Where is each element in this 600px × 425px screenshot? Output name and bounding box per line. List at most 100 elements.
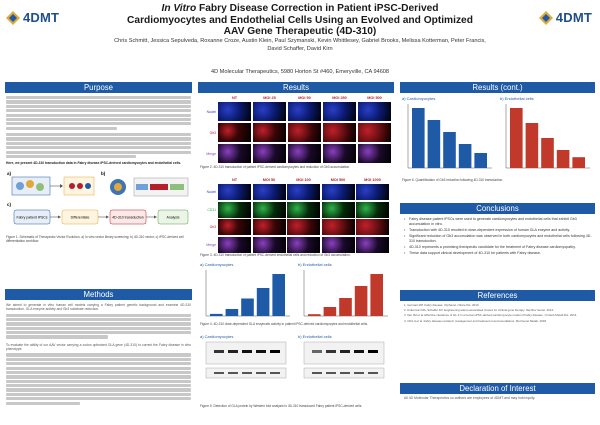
figure-2-caption: Figure 2. 4D-310 transduction of patient…	[200, 165, 351, 169]
methods-header: Methods	[5, 289, 192, 300]
bar	[412, 108, 425, 168]
title-line-2: Cardiomyocytes and Endothelial Cells Usi…	[127, 14, 473, 26]
authors-line-1: Chris Schmitt, Jessica Sepulveda, Roxann…	[114, 38, 486, 44]
figure-4-caption: Figure 4. 4D-310 dose-dependent GLA enzy…	[200, 322, 368, 326]
figure-1: a) b) c) Fabry patient iPSCs Differentia…	[6, 170, 192, 248]
figure-1-caption: Figure 1. Schematic of Therapeutic Vecto…	[6, 235, 184, 243]
conclusions-list: Fabry disease patient iPSCs were used to…	[404, 217, 592, 257]
logo-mark-icon	[538, 10, 553, 25]
conclusion-bullet: Transduction with 4D-310 resulted in dos…	[404, 228, 592, 233]
fig3-micrograph	[287, 201, 320, 218]
fig1-step-2: Differentiate	[71, 216, 90, 220]
references-list: 1. Germain DP. Fabry disease. Orphanet J…	[404, 303, 592, 325]
references-header: References	[400, 290, 595, 301]
fig2-micrograph	[253, 144, 286, 163]
fig2-column-label: NT	[231, 96, 238, 100]
poster-title: In Vitro Fabry Disease Correction in Pat…	[70, 3, 530, 38]
fig1-step-3: 4D-310 transduction	[112, 216, 144, 220]
results-header: Results	[198, 82, 394, 93]
bar	[225, 309, 239, 316]
bar	[339, 298, 352, 316]
fig2-micrograph	[358, 144, 391, 163]
figure-2: NT MOI 25 MOI 50 MOI 250 MOI 500 Nuclei Gb3 Mer…	[200, 96, 392, 176]
bar	[556, 150, 570, 168]
fig5-title-cm: a) Cardiomyocytes	[200, 334, 234, 339]
bar	[541, 138, 554, 168]
fig3-micrograph	[321, 219, 355, 235]
fig3-column-label: MOI 100	[296, 178, 311, 182]
authors-line-2: David Schaffer, David Kirn	[267, 45, 333, 52]
fig2-micrograph	[218, 144, 251, 163]
fig2-column-label: MOI 500	[367, 96, 382, 100]
fig2-micrograph	[288, 144, 321, 163]
fig2-column-label: MOI 50	[298, 96, 311, 100]
title-line-3: AAV Gene Therapeutic (4D-310)	[223, 26, 377, 38]
declaration-header: Declaration of Interest	[400, 383, 595, 394]
title-italic: In Vitro	[161, 3, 197, 14]
bar	[354, 286, 368, 316]
fig3-micrograph	[321, 201, 355, 218]
fig2-micrograph	[358, 102, 391, 121]
bar	[458, 144, 472, 168]
reference-item: 2. Kotterman MA, Schaffer DV. Engineerin…	[404, 308, 554, 313]
fig6-title-cm: a) Cardiomyocytes	[402, 96, 436, 101]
fig3-row-label: Gb3	[209, 225, 216, 229]
figure-6-caption: Figure 6. Quantification of Gb3 reductio…	[402, 178, 504, 182]
fig3-micrograph	[321, 184, 355, 200]
fig2-micrograph	[323, 144, 356, 163]
fig5-title-ec: b) Endothelial cells	[298, 334, 332, 339]
figure-6-chart	[407, 104, 590, 169]
fig2-row-label: Merge	[206, 151, 216, 156]
fig2-micrograph	[358, 123, 391, 142]
fig2-micrograph	[253, 123, 286, 142]
purpose-text: Here, we present 4D-310 transduction dat…	[6, 96, 191, 166]
conclusion-bullet: These data support clinical development …	[404, 251, 592, 256]
methods-paragraph-2: To evaluate the ability of our AAV vecto…	[6, 342, 191, 352]
bar	[241, 298, 254, 316]
fig3-column-label: MOI 50	[262, 178, 276, 182]
fig3-micrograph	[252, 184, 286, 200]
fig3-column-label: NT	[231, 178, 238, 182]
logo-mark-icon	[6, 10, 20, 25]
fig2-column-label: MOI 25	[263, 96, 276, 100]
figure-5: a) Cardiomyocytes b) Endothelial cells F…	[200, 334, 392, 422]
fig4-title-ec: b) Endothelial cells	[298, 262, 332, 267]
bar	[272, 274, 285, 316]
logo-left: 4DMT	[6, 10, 59, 25]
fig3-micrograph	[356, 219, 389, 235]
fig3-micrograph	[218, 236, 251, 253]
fig3-micrograph	[252, 219, 286, 235]
bar	[474, 153, 487, 168]
reference-item: 1. Germain DP. Fabry disease. Orphanet J…	[404, 303, 480, 307]
bar	[525, 123, 539, 168]
figure-4: a) Cardiomyocytes b) Endothelial cells F…	[200, 262, 392, 328]
fig3-row-label: Merge	[206, 242, 216, 247]
title-part-1: Fabry Disease Correction in Patient iPSC…	[196, 3, 439, 14]
bar	[370, 274, 383, 316]
fig4-title-cm: a) Cardiomyocytes	[200, 262, 234, 267]
purpose-bold-statement: Here, we present 4D-310 transduction dat…	[6, 161, 182, 166]
fig3-micrograph	[321, 236, 355, 253]
fig2-row-label: Gb3	[209, 130, 216, 135]
fig2-micrograph	[253, 102, 286, 121]
figure-6: a) Cardiomyocytes b) Endothelial cells F…	[402, 96, 594, 204]
fig3-micrograph	[287, 236, 320, 253]
fig3-column-label: MOI 500	[330, 178, 346, 182]
bar	[427, 120, 441, 168]
bar	[256, 288, 270, 316]
header: 4DMT In Vitro Fabry Disease Correction i…	[0, 0, 600, 80]
fig2-micrograph	[323, 123, 356, 142]
fig3-column-label: MOI 1000	[364, 178, 381, 182]
reference-item: 4. Ortiz A et al. Fabry disease revisite…	[404, 318, 547, 323]
figure-4-chart	[205, 270, 388, 317]
fig2-micrograph	[218, 123, 251, 142]
fig3-row-label: Nuclei	[206, 190, 216, 194]
authors: Chris Schmitt, Jessica Sepulveda, Roxann…	[70, 38, 530, 53]
bar	[323, 307, 337, 316]
fig1-panel-c: c)	[7, 202, 12, 207]
figure-3: NT MOI 50 MOI 100 MOI 500 MOI 1000 Nuclei CD31…	[200, 178, 392, 260]
bar	[308, 314, 321, 316]
fig2-column-label: MOI 250	[332, 96, 347, 100]
fig2-micrograph	[323, 102, 356, 121]
figure-5-blots	[205, 341, 385, 379]
